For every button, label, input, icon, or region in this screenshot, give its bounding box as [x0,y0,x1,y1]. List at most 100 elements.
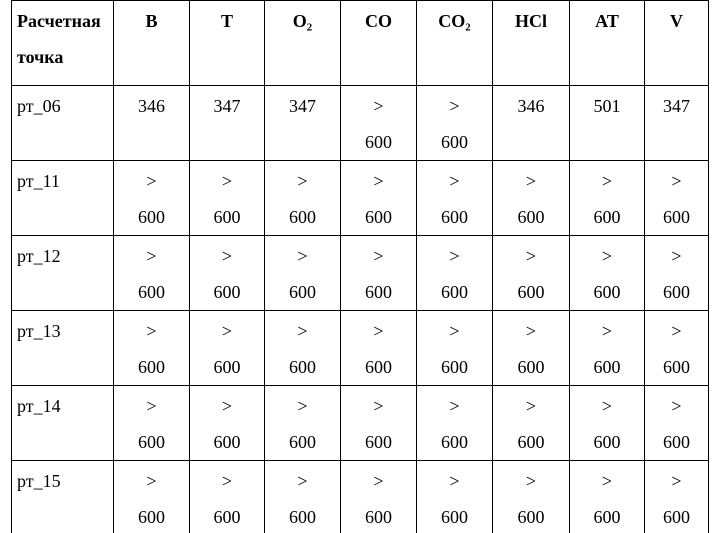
header-cell: HCl [492,0,570,86]
value-cell: > 600 [644,235,709,311]
value-cell: > 600 [569,385,645,461]
value-cell: > 600 [569,235,645,311]
cell-value: > 600 [365,246,392,302]
cell-value: > 600 [441,396,468,452]
cell-value: > 600 [517,321,545,377]
cell-value: > 600 [365,96,392,152]
cell-value: > 600 [663,471,690,527]
value-cell: > 600 [264,460,341,533]
value-cell: > 600 [264,235,341,311]
value-cell: > 600 [416,310,493,386]
value-cell: > 600 [492,160,570,236]
value-cell: > 600 [264,160,341,236]
value-cell: > 600 [492,310,570,386]
table-row: рт_14 > 600 > 600 > 600 > 600 > 600 > 600 > 600… [11,385,709,461]
cell-value: > 600 [213,321,241,377]
header-cell: Расчетная точка [11,0,114,86]
cell-value: > 600 [289,171,316,227]
cell-value: > 600 [517,471,545,527]
value-cell: > 600 [340,460,417,533]
cell-value: > 600 [663,396,690,452]
value-cell: 501 [569,85,645,161]
cell-value: > 600 [663,246,690,302]
table-row: рт_15 > 600 > 600 > 600 > 600 > 600 > 600 > 600… [11,460,709,533]
value-cell: > 600 [644,310,709,386]
cell-value: > 600 [593,321,621,377]
value-cell: > 600 [264,310,341,386]
value-cell: > 600 [113,160,190,236]
value-cell: > 600 [644,160,709,236]
cell-value: > 600 [213,171,241,227]
value-cell: > 600 [340,235,417,311]
value-cell: > 600 [113,310,190,386]
row-label: рт_12 [11,235,114,311]
value-cell: > 600 [416,160,493,236]
header-cell: T [189,0,265,86]
cell-value: > 600 [213,471,241,527]
cell-value: 346 [517,96,545,116]
row-label: рт_06 [11,85,114,161]
value-cell: > 600 [569,310,645,386]
cell-value: > 600 [138,246,165,302]
value-cell: 347 [644,85,709,161]
row-label: рт_11 [11,160,114,236]
table-row: рт_06 346 347 347 > 600 > 600 346 501 347 [11,85,709,161]
row-label: рт_14 [11,385,114,461]
cell-value: > 600 [289,246,316,302]
cell-value: > 600 [517,396,545,452]
value-cell: > 600 [416,460,493,533]
cell-value: > 600 [138,471,165,527]
row-label: рт_15 [11,460,114,533]
value-cell: > 600 [416,385,493,461]
cell-value: > 600 [593,396,621,452]
value-cell: > 600 [113,460,190,533]
table-row: рт_12 > 600 > 600 > 600 > 600 > 600 > 600 > 600… [11,235,709,311]
value-cell: > 600 [189,310,265,386]
table-row: рт_13 > 600 > 600 > 600 > 600 > 600 > 600 > 600… [11,310,709,386]
value-cell: 346 [113,85,190,161]
value-cell: > 600 [189,460,265,533]
cell-value: > 600 [365,396,392,452]
cell-value: > 600 [365,171,392,227]
cell-value: 346 [138,96,165,116]
header-cell: O₂ [264,0,341,86]
cell-value: 347 [289,96,316,116]
cell-value: > 600 [441,246,468,302]
cell-value: > 600 [138,171,165,227]
value-cell: > 600 [340,310,417,386]
cell-value: > 600 [138,396,165,452]
cell-value: > 600 [138,321,165,377]
cell-value: > 600 [365,321,392,377]
value-cell: 347 [189,85,265,161]
row-label: рт_13 [11,310,114,386]
cell-value: > 600 [289,471,316,527]
cell-value: > 600 [213,396,241,452]
header-cell: CO₂ [416,0,493,86]
value-cell: > 600 [644,385,709,461]
value-cell: > 600 [189,160,265,236]
cell-value: > 600 [441,96,468,152]
cell-value: > 600 [663,321,690,377]
header-row: Расчетная точка B T O₂ CO CO₂ HCl AT V [11,0,709,86]
cell-value: > 600 [441,471,468,527]
value-cell: 346 [492,85,570,161]
table-body: рт_06 346 347 347 > 600 > 600 346 501 347 рт_11 > … [11,85,709,533]
cell-value: 347 [213,96,241,116]
cell-value: > 600 [663,171,690,227]
value-cell: > 600 [340,160,417,236]
value-cell: > 600 [340,85,417,161]
value-cell: > 600 [340,385,417,461]
value-cell: > 600 [189,235,265,311]
cell-value: > 600 [289,321,316,377]
value-cell: > 600 [492,385,570,461]
cell-value: > 600 [213,246,241,302]
cell-value: 501 [593,96,621,116]
cell-value: > 600 [517,246,545,302]
value-cell: > 600 [569,160,645,236]
value-cell: > 600 [113,235,190,311]
cell-value: > 600 [441,321,468,377]
value-cell: > 600 [569,460,645,533]
value-cell: > 600 [492,235,570,311]
cell-value: > 600 [593,246,621,302]
